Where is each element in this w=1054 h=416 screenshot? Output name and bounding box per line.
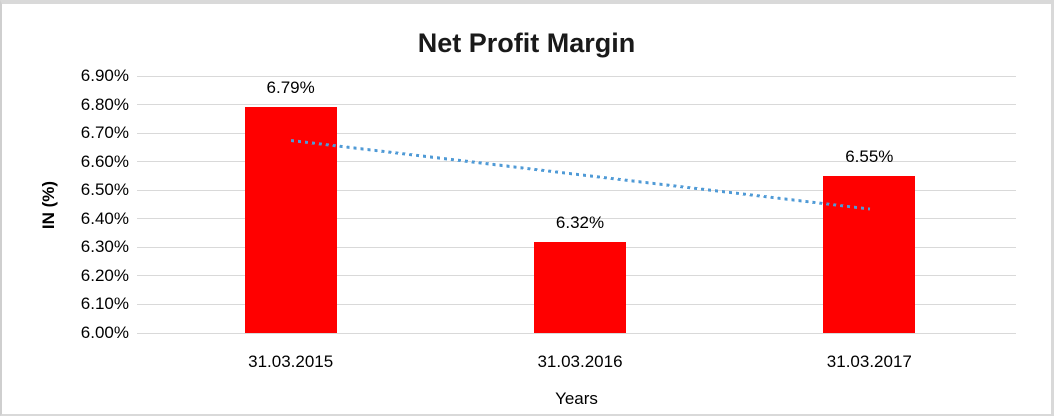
y-gridline bbox=[137, 104, 1016, 106]
chart-title: Net Profit Margin bbox=[417, 28, 636, 58]
y-axis-tick-label: 6.00% bbox=[80, 323, 129, 342]
x-axis-tick-label: 31.03.2016 bbox=[537, 352, 623, 371]
y-gridline bbox=[137, 218, 1016, 220]
y-axis-tick-label: 6.30% bbox=[80, 237, 129, 257]
y-axis-tick-label: 6.40% bbox=[80, 208, 129, 228]
y-axis-title: IN (%) bbox=[39, 180, 58, 230]
bar-value-label: 6.79% bbox=[266, 78, 315, 98]
bar-value-label: 6.55% bbox=[845, 146, 894, 166]
y-gridline bbox=[137, 132, 1016, 134]
y-axis-tick-label: 6.90% bbox=[80, 66, 129, 85]
trendline bbox=[290, 139, 870, 211]
y-gridline bbox=[137, 161, 1016, 163]
y-axis-tick-label: 6.60% bbox=[80, 151, 129, 171]
y-axis-tick-label: 6.10% bbox=[80, 294, 129, 314]
y-axis-tick-label: 6.50% bbox=[80, 180, 129, 200]
bar-31.03.2017 bbox=[823, 175, 916, 333]
y-gridline bbox=[137, 75, 1016, 77]
y-gridline bbox=[137, 189, 1016, 191]
x-axis-tick-label: 31.03.2017 bbox=[826, 352, 912, 371]
y-axis-tick-label: 6.70% bbox=[80, 123, 129, 143]
bar-value-label: 6.32% bbox=[555, 212, 605, 232]
y-gridline bbox=[137, 332, 1016, 334]
x-axis-title: Years bbox=[555, 389, 598, 408]
bar-31.03.2016 bbox=[534, 241, 626, 333]
y-axis-tick-label: 6.80% bbox=[80, 94, 129, 114]
y-axis-tick-label: 6.20% bbox=[80, 265, 129, 285]
x-axis-tick-label: 31.03.2015 bbox=[248, 352, 334, 371]
